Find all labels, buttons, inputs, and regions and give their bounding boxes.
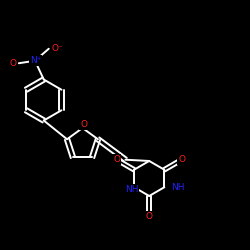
Text: O: O — [146, 212, 153, 221]
Text: O⁻: O⁻ — [51, 44, 63, 52]
Text: O: O — [80, 120, 87, 129]
Text: NH: NH — [125, 185, 138, 194]
Text: O: O — [178, 155, 185, 164]
Text: NH: NH — [171, 183, 185, 192]
Text: N⁺: N⁺ — [30, 56, 41, 65]
Text: O: O — [113, 155, 120, 164]
Text: O: O — [10, 59, 17, 68]
